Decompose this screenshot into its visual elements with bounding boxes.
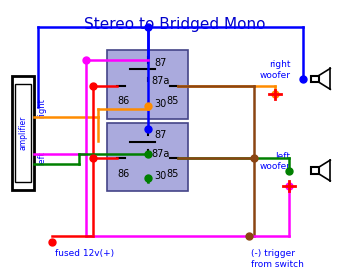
Text: 87a: 87a [151, 76, 170, 86]
Text: Stereo to Bridged Mono: Stereo to Bridged Mono [84, 17, 265, 32]
Text: 30: 30 [155, 171, 167, 181]
Text: 86: 86 [117, 96, 129, 106]
Bar [311, 76, 319, 82]
Text: 85: 85 [166, 96, 178, 106]
Text: 86: 86 [117, 169, 129, 179]
Bar [311, 167, 319, 174]
Text: right: right [38, 98, 47, 118]
Bar [107, 50, 188, 119]
Text: (-) trigger
from switch: (-) trigger from switch [251, 249, 304, 269]
Text: 30: 30 [155, 99, 167, 109]
Bar [15, 84, 31, 182]
Text: left
woofer: left woofer [260, 152, 290, 171]
Text: right
woofer: right woofer [260, 60, 290, 79]
Text: 87: 87 [155, 130, 167, 140]
Bar [12, 76, 34, 190]
Text: left: left [38, 151, 47, 165]
Text: amplifier: amplifier [18, 116, 28, 150]
Text: 85: 85 [166, 169, 178, 179]
Bar [107, 123, 188, 191]
Text: fused 12v(+): fused 12v(+) [55, 249, 114, 258]
Text: 87: 87 [155, 58, 167, 68]
Text: 87a: 87a [151, 149, 170, 159]
